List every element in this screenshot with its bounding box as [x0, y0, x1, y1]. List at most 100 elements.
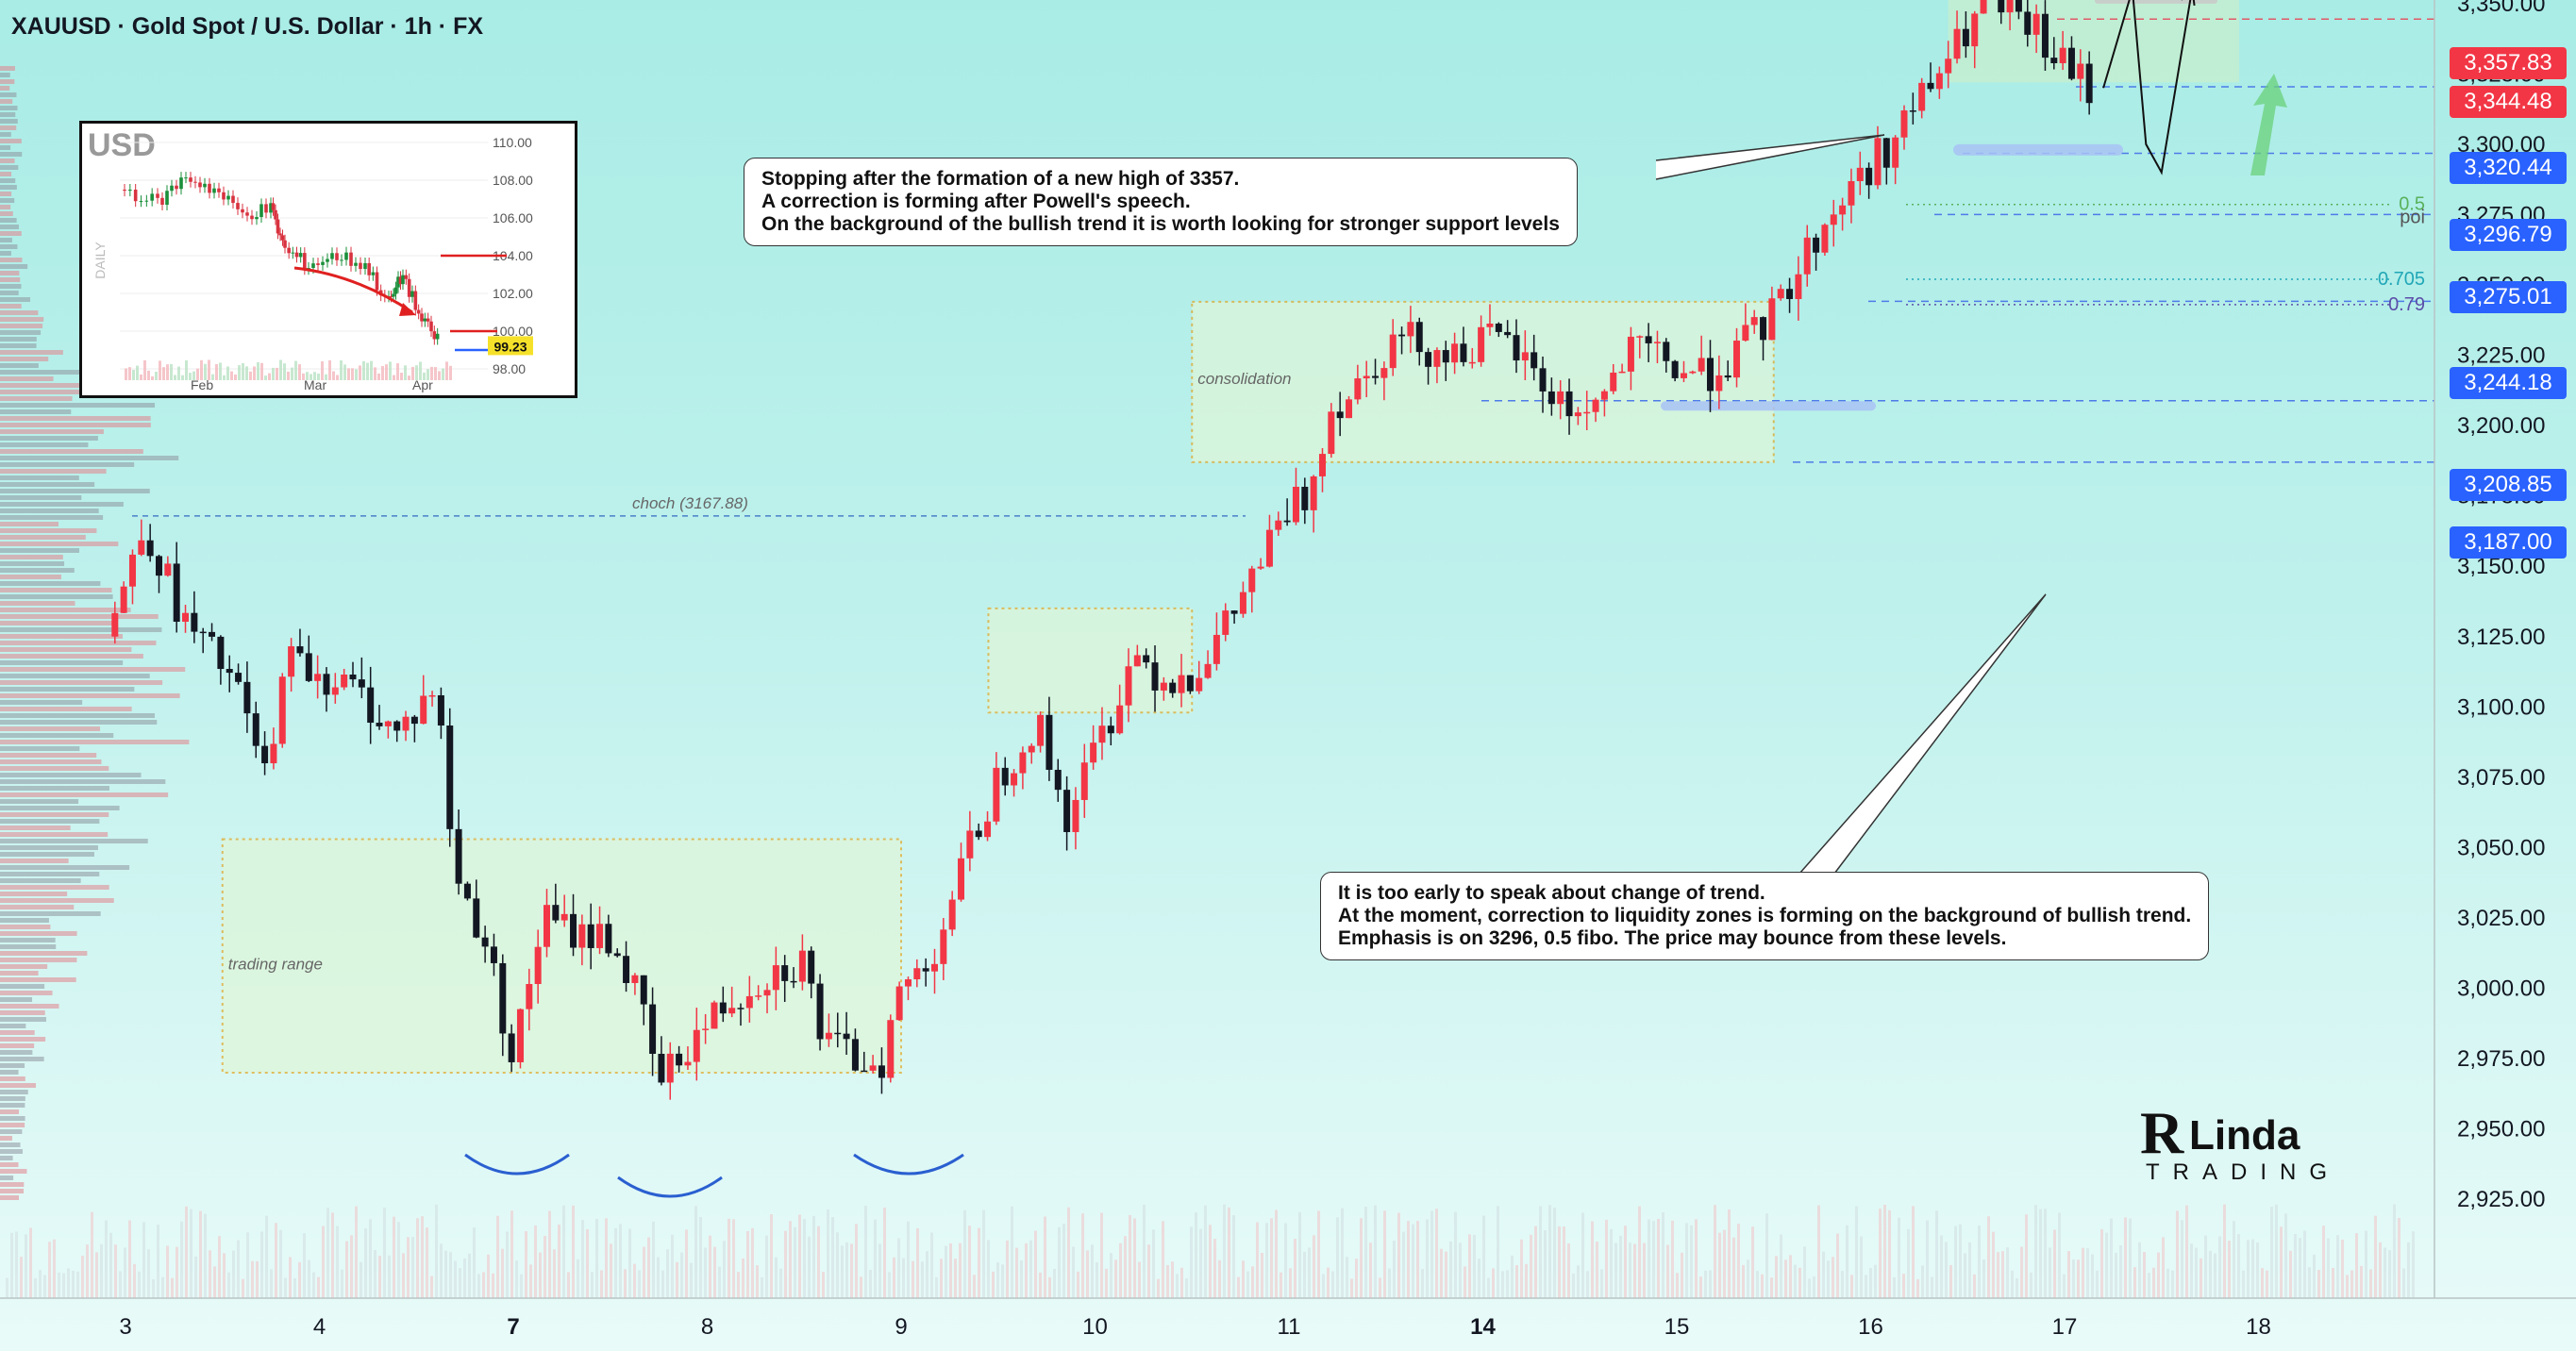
volume-bar — [1907, 1228, 1910, 1298]
candle-body — [1971, 13, 1979, 47]
volume-profile-bar — [0, 522, 59, 526]
volume-bar — [2237, 1234, 2240, 1298]
inset-last-price: 99.23 — [493, 339, 527, 354]
inset-volume-bar — [294, 360, 297, 380]
volume-bar — [496, 1215, 499, 1298]
volume-profile-bar — [0, 1149, 24, 1154]
levels — [1481, 18, 2434, 463]
volume-bar — [1931, 1276, 1933, 1298]
volume-bar — [1718, 1232, 1721, 1298]
volume-bar — [1157, 1278, 1160, 1298]
volume-bar — [312, 1272, 315, 1298]
candle-body — [640, 975, 647, 1005]
projection-arrowhead — [2181, 0, 2196, 6]
volume-bar — [336, 1226, 339, 1298]
candle-body — [1998, 0, 2005, 13]
volume-bar — [600, 1270, 603, 1298]
volume-bar — [293, 1277, 296, 1298]
volume-bar — [2303, 1230, 2306, 1298]
candle-body — [1856, 167, 1864, 181]
volume-bar — [1789, 1255, 1792, 1298]
volume-bar — [20, 1257, 23, 1298]
inset-volume-bar — [151, 375, 154, 380]
volume-bar — [940, 1259, 943, 1298]
inset-candle-body — [401, 275, 405, 285]
volume-bar — [1690, 1225, 1693, 1298]
volume-bar — [1666, 1244, 1669, 1298]
volume-bar — [171, 1277, 174, 1298]
symbol-header[interactable]: XAUUSD · Gold Spot / U.S. Dollar · 1h · … — [11, 13, 484, 40]
volume-bar — [666, 1249, 669, 1298]
volume-bar — [1478, 1259, 1480, 1298]
inset-volume-bar — [272, 367, 275, 380]
volume-bar — [1114, 1259, 1117, 1298]
volume-bar — [440, 1243, 443, 1298]
candle-body — [816, 983, 824, 1040]
volume-profile-bar — [0, 753, 97, 758]
volume-bar — [954, 1259, 957, 1298]
volume-bar — [1029, 1240, 1032, 1298]
volume-bar — [1209, 1225, 1212, 1298]
volume-bar — [2148, 1273, 2150, 1298]
candle-body — [288, 646, 295, 677]
candle-body — [1813, 237, 1820, 253]
volume-bar — [114, 1244, 117, 1298]
volume-bar — [874, 1219, 877, 1298]
volume-bar — [2266, 1270, 2268, 1298]
time-tick: 18 — [2246, 1314, 2271, 1340]
candle-body — [1539, 368, 1547, 392]
volume-bar — [1728, 1209, 1731, 1298]
volume-bar — [2256, 1242, 2259, 1298]
volume-bar — [2299, 1238, 2301, 1298]
volume-bar — [2176, 1210, 2179, 1298]
price-label: 3,244.18 — [2450, 367, 2567, 399]
time-tick: 9 — [895, 1314, 907, 1340]
volume-profile-bar — [0, 343, 37, 348]
volume-bar — [1808, 1278, 1811, 1298]
bottom-callout-line-1: It is too early to speak about change of… — [1338, 882, 1765, 904]
volume-bar — [1567, 1243, 1570, 1298]
volume-bar — [1294, 1239, 1296, 1298]
volume-bar — [1025, 1243, 1028, 1298]
volume-bar — [383, 1208, 386, 1298]
candle-body — [966, 830, 974, 859]
candle-body — [1945, 58, 1952, 74]
volume-bar — [463, 1258, 466, 1298]
volume-profile-bar — [0, 132, 11, 137]
inset-volume-bar — [189, 373, 192, 380]
volume-bar — [619, 1224, 622, 1298]
volume-bar — [1034, 1230, 1037, 1298]
volume-bar — [878, 1243, 881, 1298]
volume-bar — [1997, 1252, 1999, 1298]
volume-bar — [1346, 1257, 1348, 1298]
volume-bar — [1940, 1235, 1943, 1298]
candle-body — [1821, 225, 1829, 253]
volume-bar — [2058, 1212, 2061, 1298]
projection-path — [2102, 0, 2192, 175]
candle-body — [2050, 58, 2058, 64]
volume-bar — [1515, 1265, 1518, 1298]
volume-bar — [72, 1270, 75, 1298]
candle-body — [1328, 411, 1335, 455]
volume-bar — [2195, 1247, 2198, 1298]
volume-bar — [48, 1242, 51, 1298]
inset-candle-body — [426, 318, 430, 322]
candle-body — [1521, 352, 1529, 361]
candle-body — [676, 1053, 683, 1066]
volume-bar — [2247, 1240, 2250, 1298]
volume-bar — [180, 1221, 183, 1298]
inset-volume-bar — [434, 367, 437, 380]
volume-bar — [2044, 1209, 2047, 1298]
volume-profile-bar — [0, 726, 101, 731]
candle-body — [1680, 373, 1687, 378]
inset-candle-body — [330, 253, 334, 259]
candle-body — [1557, 391, 1564, 405]
volume-bar — [152, 1278, 155, 1298]
candle-body — [490, 946, 497, 963]
volume-bar — [25, 1234, 27, 1298]
volume-bar — [350, 1235, 353, 1298]
inset-y-tick: 110.00 — [493, 135, 532, 150]
volume-profile-bar — [0, 1070, 19, 1075]
inset-candle-body — [326, 259, 329, 262]
